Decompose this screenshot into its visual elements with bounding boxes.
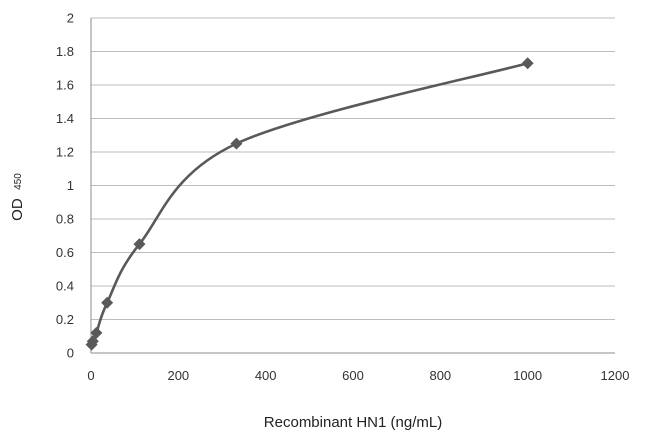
y-axis-title: OD 450 <box>9 173 26 221</box>
y-tick-label: 0.4 <box>56 279 74 294</box>
y-tick-label: 1.2 <box>56 145 74 160</box>
x-axis-title: Recombinant HN1 (ng/mL) <box>264 414 442 431</box>
diamond-marker <box>101 296 114 309</box>
x-tick-label: 1200 <box>601 368 630 383</box>
svg-text:OD 450: OD 450 <box>9 173 26 221</box>
y-tick-label: 0.2 <box>56 312 74 327</box>
series-line <box>90 61 529 346</box>
x-tick-label: 1000 <box>513 368 542 383</box>
y-tick-label: 1.6 <box>56 78 74 93</box>
diamond-marker <box>133 238 146 251</box>
axes <box>90 18 615 354</box>
y-tick-label: 0 <box>67 346 74 361</box>
y-axis-title-subscript: 450 <box>13 173 24 190</box>
y-tick-label: 1 <box>67 178 74 193</box>
diamond-marker <box>90 326 103 339</box>
y-tick-label: 1.8 <box>56 44 74 59</box>
x-tick-label: 800 <box>429 368 451 383</box>
y-tick-label: 0.8 <box>56 212 74 227</box>
y-axis-tick-labels: 0 0.2 0.4 0.6 0.8 1 1.2 1.4 1.6 1.8 2 <box>56 11 74 361</box>
y-tick-label: 2 <box>67 11 74 26</box>
x-axis-tick-labels: 0 200 400 600 800 1000 1200 <box>87 368 629 383</box>
x-tick-label: 200 <box>167 368 189 383</box>
diamond-marker <box>521 57 534 70</box>
horizontal-gridlines <box>91 17 615 320</box>
x-tick-label: 400 <box>255 368 277 383</box>
y-tick-label: 1.4 <box>56 111 74 126</box>
x-tick-label: 0 <box>87 368 94 383</box>
y-tick-label: 0.6 <box>56 245 74 260</box>
y-axis-title-main: OD <box>9 198 26 221</box>
data-series <box>85 57 534 351</box>
x-tick-label: 600 <box>342 368 364 383</box>
diamond-marker <box>230 137 243 150</box>
